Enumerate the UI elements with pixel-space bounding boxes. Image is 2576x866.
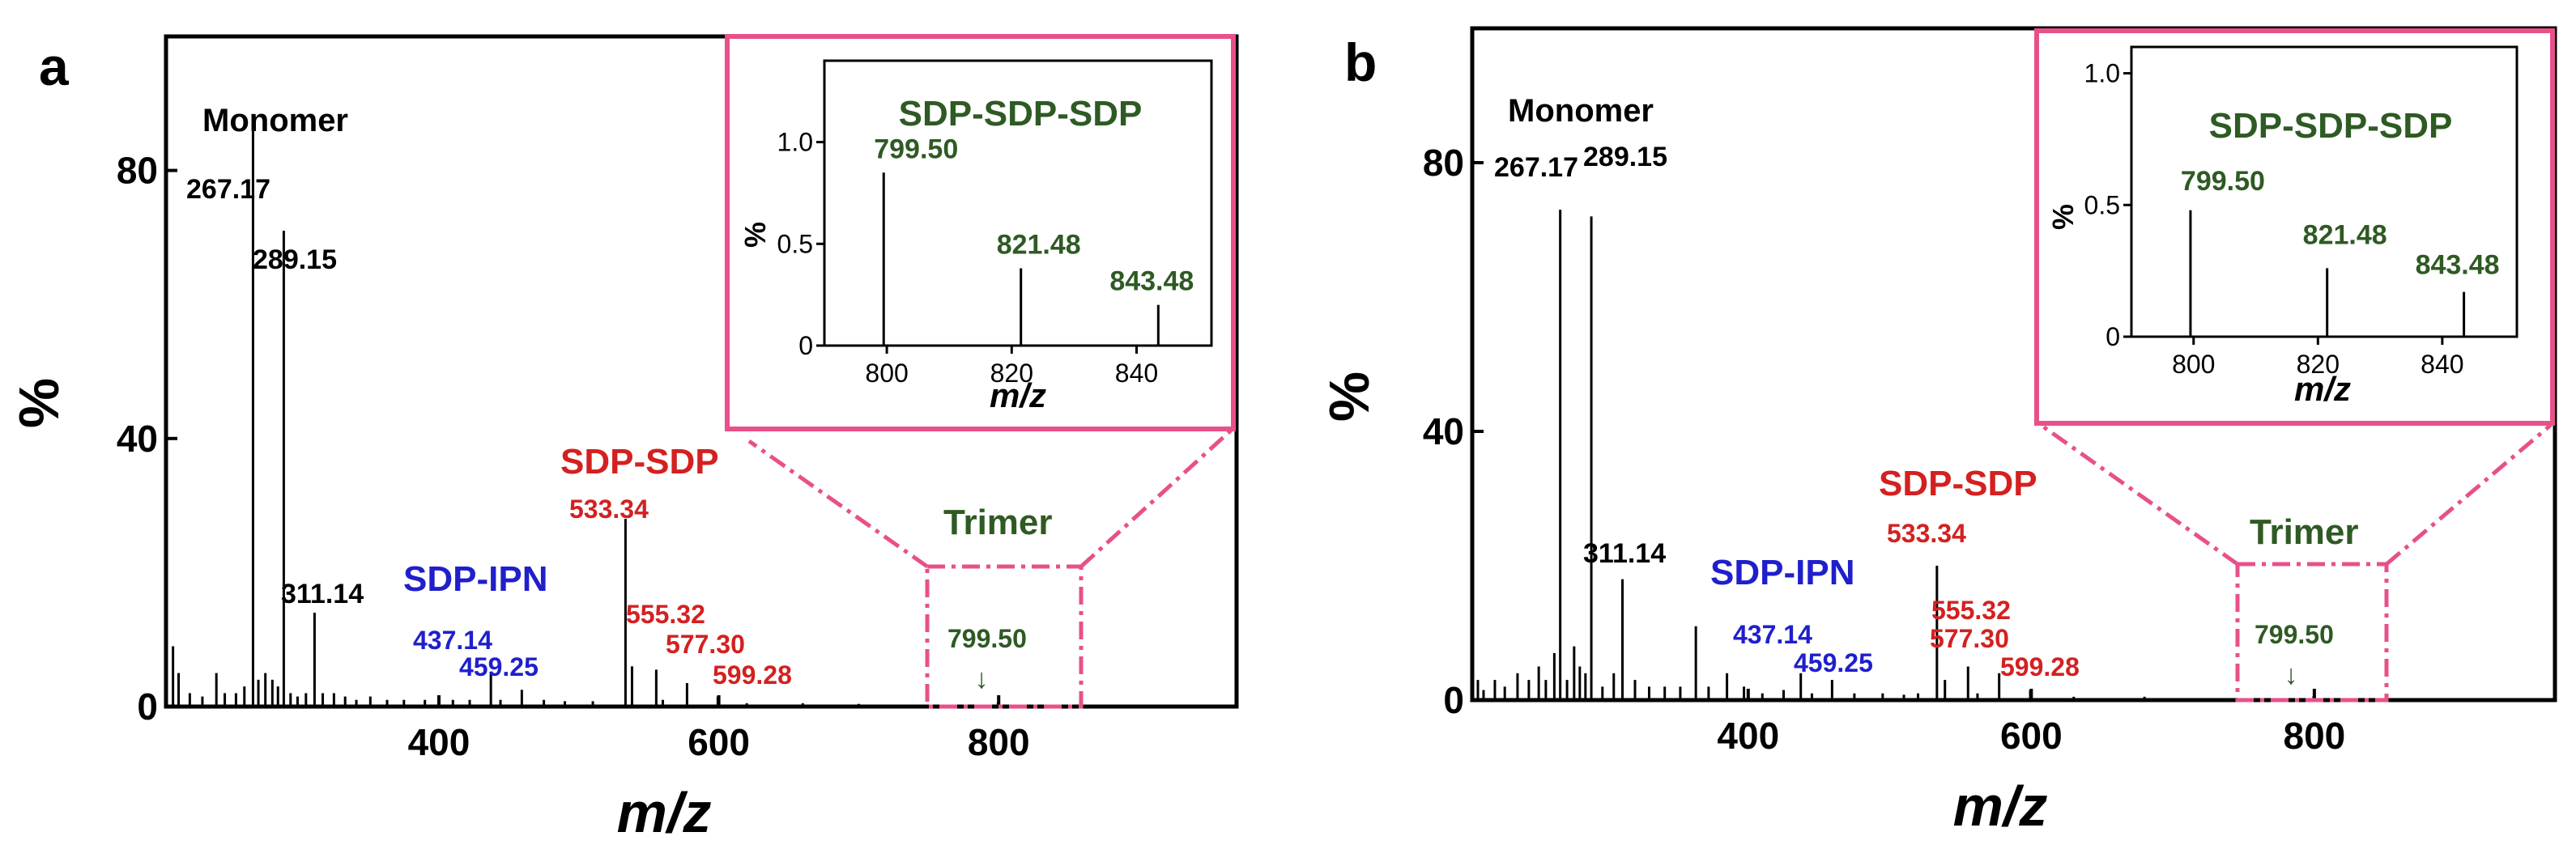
y-tick-label: 40 (1423, 410, 1464, 452)
zoom-connector-right-a (1079, 427, 1234, 568)
inset-x-tick-label: 800 (2172, 350, 2215, 379)
ticks-a: 400 600 800 0 40 80 (117, 150, 1030, 763)
zoom-connector-right-b (2385, 423, 2553, 566)
inset-y-tick-label: 1.0 (2084, 59, 2120, 88)
panel-b: b % m/z 400 600 800 0 40 80 Monomer 267.17 28… (1318, 26, 2557, 838)
inset-peak-label: 821.48 (997, 229, 1081, 260)
peak-label-799-b: 799.50 (2255, 620, 2334, 649)
trimer-label-a: Trimer (943, 503, 1053, 542)
down-arrow-icon-b: ↓ (2284, 660, 2298, 690)
inset-plot-frame-a (823, 59, 1213, 347)
x-tick-label: 600 (688, 721, 750, 763)
inset-plot-frame-b (2130, 45, 2519, 338)
panel-label-a: a (39, 36, 70, 96)
inset-x-label-a: m/z (990, 376, 1046, 414)
peak-label-577-b: 577.30 (1930, 624, 2009, 653)
panel-label-b: b (1344, 32, 1377, 92)
inset-x-tick-label: 820 (2297, 350, 2340, 379)
y-tick-label: 0 (137, 686, 158, 728)
peak-label-437-a: 437.14 (413, 626, 492, 655)
inset-spectrum-b: 799.50 821.48 843.48 (2181, 166, 2500, 337)
y-tick-label: 80 (1423, 142, 1464, 184)
inset-x-tick-label: 840 (1115, 359, 1158, 388)
trimer-label-b: Trimer (2250, 512, 2359, 552)
monomer-label-b: Monomer (1508, 93, 1654, 129)
peak-label-555-b: 555.32 (1931, 596, 2011, 625)
x-tick-label: 600 (2000, 715, 2063, 757)
plot-frame-a (164, 34, 1239, 709)
inset-y-tick-label: 1.0 (777, 128, 813, 157)
peak-label-533-a: 533.34 (569, 495, 649, 524)
peak-label-533-b: 533.34 (1887, 519, 1966, 548)
inset-y-label-a: % (739, 222, 772, 248)
sdp-ipn-label-b: SDP-IPN (1710, 553, 1854, 592)
sdp-sdp-label-b: SDP-SDP (1879, 464, 2037, 503)
peak-label-437-b: 437.14 (1733, 620, 1812, 649)
x-tick-label: 400 (1717, 715, 1779, 757)
peak-label-289-a: 289.15 (253, 244, 337, 275)
inset-frame-a (725, 34, 1236, 431)
inset-ticks-a: 800 820 840 0 0.5 1.0 (777, 128, 1159, 388)
zoom-region-b (2235, 562, 2389, 703)
inset-y-label-b: % (2046, 204, 2080, 230)
inset-y-tick-label: 0 (2106, 322, 2120, 351)
y-axis-label-b: % (1318, 371, 1381, 422)
inset-peak-label: 843.48 (2416, 250, 2500, 281)
inset-x-tick-label: 820 (990, 359, 1033, 388)
inset-y-tick-label: 0.5 (777, 229, 813, 258)
peak-label-311-b: 311.14 (1583, 538, 1666, 569)
inset-ticks-b: 800 820 840 0 0.5 1.0 (2084, 59, 2464, 379)
down-arrow-icon-a: ↓ (975, 664, 989, 694)
peak-label-599-a: 599.28 (713, 660, 792, 690)
inset-x-tick-label: 800 (865, 359, 908, 388)
zoom-connector-left-b (2039, 422, 2239, 567)
x-axis-label-b: m/z (1953, 775, 2048, 838)
peak-label-289-b: 289.15 (1583, 142, 1667, 172)
peak-label-267-b: 267.17 (1494, 152, 1578, 183)
inset-frame-b (2034, 28, 2555, 426)
x-axis-label-a: m/z (617, 781, 712, 844)
zoom-region-a (925, 564, 1084, 709)
peak-label-459-b: 459.25 (1794, 648, 1873, 677)
y-tick-label: 0 (1443, 679, 1464, 721)
spectrum-b (1476, 210, 2315, 700)
y-tick-label: 40 (117, 418, 158, 460)
inset-y-tick-label: 0 (798, 331, 813, 360)
inset-title-b: SDP-SDP-SDP (2209, 106, 2453, 146)
inset-peak-label: 799.50 (2181, 166, 2265, 197)
sdp-sdp-label-a: SDP-SDP (560, 442, 719, 482)
inset-peak-label: 821.48 (2303, 219, 2387, 250)
y-axis-label-a: % (7, 378, 70, 428)
inset-x-label-b: m/z (2294, 370, 2351, 408)
peak-label-577-a: 577.30 (666, 630, 745, 659)
peak-label-599-b: 599.28 (2000, 652, 2080, 681)
inset-title-a: SDP-SDP-SDP (899, 94, 1143, 134)
peak-label-311-a: 311.14 (281, 579, 364, 609)
inset-peak-label: 843.48 (1109, 266, 1194, 297)
peak-label-799-a: 799.50 (947, 624, 1027, 653)
panel-a: a % m/z 400 600 800 0 40 80 Monomer 267.17 28… (7, 34, 1239, 844)
spectrum-a (172, 129, 999, 707)
inset-spectrum-a: 799.50 821.48 843.48 (874, 134, 1194, 346)
x-tick-label: 400 (408, 721, 470, 763)
inset-y-tick-label: 0.5 (2084, 190, 2120, 219)
peak-label-267-a: 267.17 (186, 174, 270, 205)
x-tick-label: 800 (2284, 715, 2346, 757)
monomer-label-a: Monomer (202, 103, 348, 138)
peak-label-459-a: 459.25 (459, 652, 539, 681)
zoom-connector-left-a (747, 439, 929, 569)
inset-x-tick-label: 840 (2421, 350, 2463, 379)
y-tick-label: 80 (117, 150, 158, 192)
x-tick-label: 800 (968, 721, 1030, 763)
sdp-ipn-label-a: SDP-IPN (403, 559, 547, 599)
inset-peak-label: 799.50 (874, 134, 958, 164)
peak-label-555-a: 555.32 (626, 600, 705, 629)
